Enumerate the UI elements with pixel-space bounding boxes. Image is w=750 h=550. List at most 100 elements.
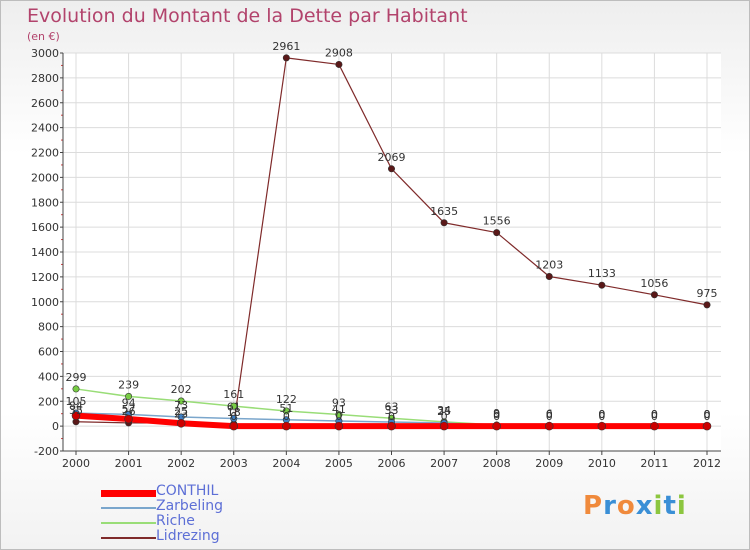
y-tick-label: 200 <box>38 395 59 408</box>
data-label-riche: 0 <box>651 408 658 421</box>
data-label-zarbeling: 0 <box>493 408 500 421</box>
x-tick-label: 2011 <box>640 457 668 470</box>
data-label-conthil: 0 <box>283 410 290 423</box>
y-tick-label: 600 <box>38 346 59 359</box>
data-label-zarbeling: 25 <box>437 405 451 418</box>
data-label-conthil: 0 <box>598 410 605 423</box>
y-tick-label: 2600 <box>31 97 59 110</box>
y-tick-label: -200 <box>34 445 59 458</box>
data-point-riche <box>72 385 80 393</box>
data-label-lidrezing: 1203 <box>535 259 563 272</box>
data-point-conthil <box>597 421 607 431</box>
x-tick-label: 2007 <box>430 457 458 470</box>
data-label-riche: 161 <box>223 388 244 401</box>
data-label-riche: 299 <box>66 371 87 384</box>
logo-letter: t <box>663 491 677 521</box>
data-label-lidrezing: 2069 <box>378 151 406 164</box>
data-label-lidrezing: 35 <box>69 404 83 417</box>
x-tick-label: 2004 <box>272 457 300 470</box>
data-label-zarbeling: 73 <box>174 399 188 412</box>
data-point-lidrezing <box>335 60 343 68</box>
data-label-lidrezing: 1556 <box>483 215 511 228</box>
chart-title: Evolution du Montant de la Dette par Hab… <box>27 5 468 27</box>
x-tick-label: 2005 <box>325 457 353 470</box>
logo-letter: r <box>603 491 617 521</box>
y-axis-unit-label: (en €) <box>27 30 60 43</box>
data-label-lidrezing: 975 <box>697 287 718 300</box>
x-tick-label: 2000 <box>62 457 90 470</box>
data-point-lidrezing <box>598 281 606 289</box>
data-label-riche: 202 <box>171 383 192 396</box>
data-label-riche: 0 <box>598 408 605 421</box>
data-label-lidrezing: 2908 <box>325 46 353 59</box>
data-label-lidrezing: 1133 <box>588 267 616 280</box>
x-tick-label: 2003 <box>220 457 248 470</box>
data-label-riche: 9 <box>493 407 500 420</box>
y-tick-label: 1600 <box>31 221 59 234</box>
data-point-lidrezing <box>703 301 711 309</box>
data-label-riche: 34 <box>437 404 451 417</box>
data-point-lidrezing <box>493 229 501 237</box>
data-point-lidrezing <box>650 291 658 299</box>
legend-swatch <box>101 522 156 524</box>
y-tick-label: 400 <box>38 370 59 383</box>
logo-letter: x <box>635 491 654 521</box>
data-point-conthil <box>229 421 239 431</box>
data-point-riche <box>177 397 185 405</box>
data-label-lidrezing: 26 <box>122 405 136 418</box>
data-label-riche: 6 <box>546 407 553 420</box>
data-label-lidrezing: 18 <box>227 406 241 419</box>
data-label-conthil: 57 <box>122 403 136 416</box>
data-label-conthil: 0 <box>388 410 395 423</box>
data-point-conthil <box>387 421 396 431</box>
data-label-conthil: 0 <box>704 410 711 423</box>
legend-label: Riche <box>156 513 195 529</box>
data-point-conthil <box>439 421 449 431</box>
data-label-riche: 122 <box>276 393 297 406</box>
data-point-lidrezing <box>545 273 553 281</box>
y-tick-label: 0 <box>52 420 59 433</box>
data-point-conthil <box>544 421 554 431</box>
proxiti-logo: Proxiti <box>583 491 687 521</box>
y-tick-label: 1200 <box>31 271 59 284</box>
legend-swatch <box>101 489 156 497</box>
data-label-conthil: 0 <box>493 410 500 423</box>
data-label-zarbeling: 61 <box>227 401 241 414</box>
y-tick-label: 1000 <box>31 296 59 309</box>
logo-letter: i <box>676 491 687 521</box>
data-label-zarbeling: 0 <box>704 408 711 421</box>
y-tick-label: 1400 <box>31 246 59 259</box>
data-point-conthil <box>124 414 133 424</box>
data-label-conthil: 23 <box>174 407 188 420</box>
data-point-conthil <box>71 411 81 420</box>
data-label-conthil: 0 <box>546 410 553 423</box>
data-point-conthil <box>282 421 291 431</box>
data-label-zarbeling: 0 <box>651 408 658 421</box>
data-label-lidrezing: 1635 <box>430 205 458 218</box>
x-tick-label: 2008 <box>483 457 511 470</box>
data-label-zarbeling: 94 <box>122 396 136 409</box>
data-point-riche <box>125 392 133 400</box>
data-label-zarbeling: 105 <box>66 395 87 408</box>
legend-swatch <box>101 537 156 539</box>
data-label-zarbeling: 41 <box>332 403 346 416</box>
data-label-lidrezing: 2961 <box>272 40 300 53</box>
y-tick-label: 2200 <box>31 147 59 160</box>
y-tick-label: 2800 <box>31 72 59 85</box>
x-tick-label: 2010 <box>588 457 616 470</box>
y-tick-label: 800 <box>38 321 59 334</box>
x-tick-label: 2001 <box>115 457 143 470</box>
data-label-conthil: 0 <box>335 410 342 423</box>
y-tick-label: 3000 <box>31 47 59 60</box>
legend-label: Lidrezing <box>156 528 220 544</box>
x-tick-label: 2006 <box>378 457 406 470</box>
data-point-conthil <box>702 421 712 431</box>
data-point-riche <box>282 407 290 415</box>
data-label-riche: 93 <box>332 397 346 410</box>
data-label-riche: 0 <box>704 408 711 421</box>
data-label-lidrezing: 25 <box>174 405 188 418</box>
logo-letter: P <box>583 491 604 521</box>
y-tick-label: 1800 <box>31 196 59 209</box>
